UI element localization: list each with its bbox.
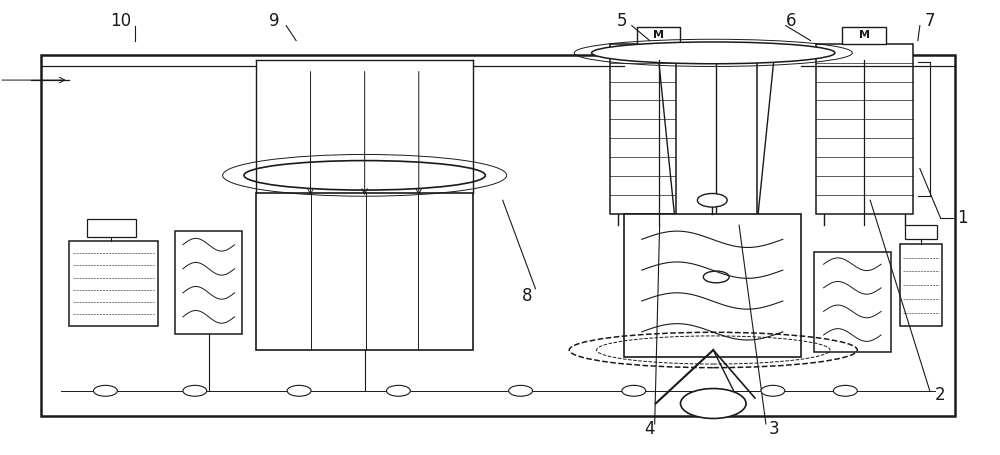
FancyBboxPatch shape <box>41 55 955 416</box>
FancyBboxPatch shape <box>814 253 891 352</box>
Circle shape <box>509 385 533 396</box>
Circle shape <box>833 385 857 396</box>
Text: 10: 10 <box>110 12 131 30</box>
Text: M: M <box>859 30 870 40</box>
Text: 7: 7 <box>925 12 935 30</box>
Ellipse shape <box>244 161 485 190</box>
Circle shape <box>387 385 410 396</box>
FancyBboxPatch shape <box>698 47 734 60</box>
FancyBboxPatch shape <box>676 60 757 225</box>
FancyBboxPatch shape <box>905 225 937 239</box>
FancyBboxPatch shape <box>842 26 886 44</box>
FancyBboxPatch shape <box>87 219 136 237</box>
Text: 8: 8 <box>522 287 533 304</box>
FancyBboxPatch shape <box>175 231 242 334</box>
Text: 4: 4 <box>644 420 655 438</box>
FancyBboxPatch shape <box>624 214 801 357</box>
Circle shape <box>703 271 729 283</box>
Text: 1: 1 <box>957 209 968 228</box>
Text: 6: 6 <box>785 12 796 30</box>
Circle shape <box>183 385 207 396</box>
Circle shape <box>697 193 727 207</box>
FancyBboxPatch shape <box>900 244 942 326</box>
Text: 3: 3 <box>769 420 779 438</box>
Text: 9: 9 <box>269 12 280 30</box>
Circle shape <box>287 385 311 396</box>
FancyBboxPatch shape <box>816 44 913 214</box>
Text: M: M <box>653 30 664 40</box>
Ellipse shape <box>592 42 835 64</box>
FancyBboxPatch shape <box>69 241 158 326</box>
FancyBboxPatch shape <box>610 44 707 214</box>
FancyBboxPatch shape <box>256 193 473 350</box>
Circle shape <box>761 385 785 396</box>
Text: 2: 2 <box>934 386 945 404</box>
FancyBboxPatch shape <box>637 26 680 44</box>
Text: 5: 5 <box>617 12 627 30</box>
Circle shape <box>622 385 646 396</box>
Circle shape <box>94 385 117 396</box>
Circle shape <box>680 389 746 419</box>
